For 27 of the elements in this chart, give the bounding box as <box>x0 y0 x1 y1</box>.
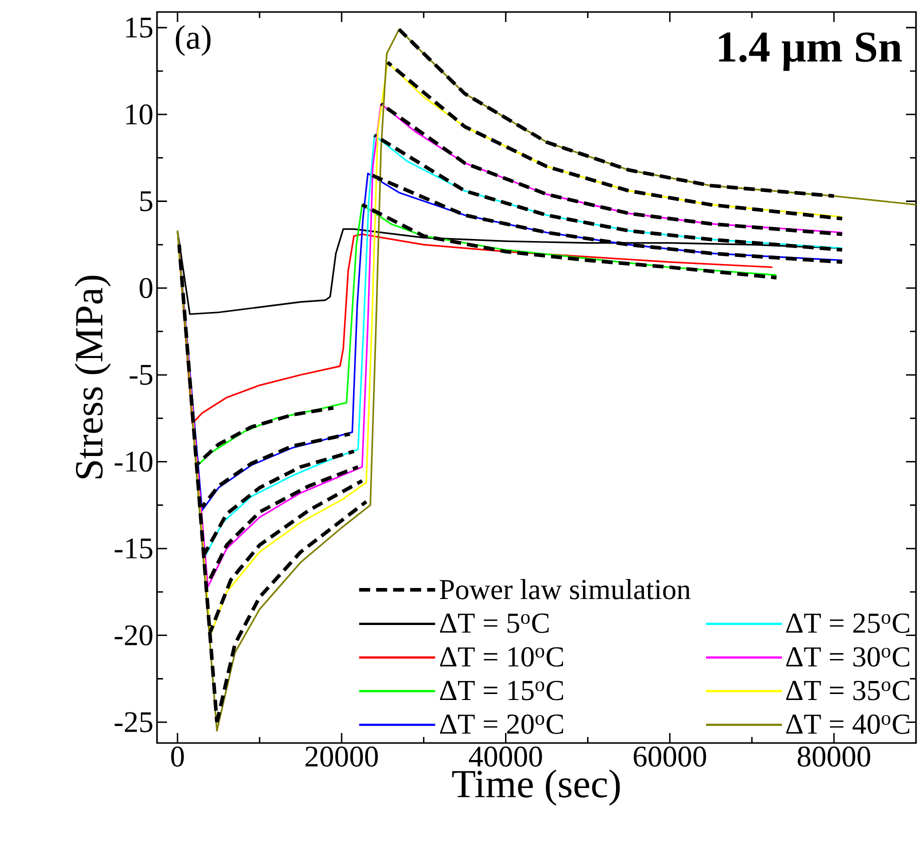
x-axis-title: Time (sec) <box>452 770 620 806</box>
y-tick-label: -10 <box>114 452 152 472</box>
legend-label: ΔT = 30$^{o}$C <box>786 647 910 667</box>
y-tick-label: 5 <box>140 191 152 212</box>
y-tick-label: -20 <box>114 625 152 646</box>
annotation: (a) <box>176 25 210 56</box>
x-tick-label: 60000 <box>634 746 706 767</box>
legend-label: Power law simulation <box>440 579 690 600</box>
x-tick-label: 20000 <box>306 746 378 767</box>
y-tick-label: 10 <box>126 104 152 125</box>
legend-label: ΔT = 35$^{o}$C <box>786 680 910 700</box>
y-axis-title: Stress (MPa) <box>74 276 111 478</box>
legend-label: ΔT = 15$^{o}$C <box>440 680 564 700</box>
y-tick-label: 0 <box>140 278 152 298</box>
y-tick-label: -15 <box>114 538 152 559</box>
legend-label: ΔT = 40$^{o}$C <box>786 714 910 734</box>
x-tick-label: 40000 <box>468 746 542 767</box>
x-tick-label: 0 <box>171 746 184 767</box>
y-tick-label: -5 <box>130 364 152 385</box>
x-tick-label: 80000 <box>798 746 870 767</box>
legend-label: ΔT = 10$^{o}$C <box>440 647 564 667</box>
annotation: 1.4 μm Sn <box>719 32 902 71</box>
y-tick-label: 15 <box>126 18 152 38</box>
y-tick-label: -25 <box>114 712 152 732</box>
legend-label: ΔT = 5$^{o}$C <box>440 614 549 633</box>
legend-label: ΔT = 25$^{o}$C <box>786 614 910 633</box>
legend-label: ΔT = 20$^{o}$C <box>440 714 564 734</box>
